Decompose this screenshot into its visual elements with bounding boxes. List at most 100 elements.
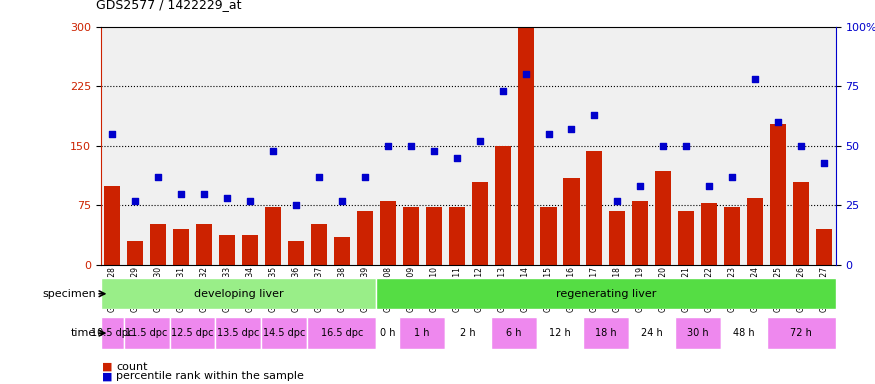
Bar [747,197,763,265]
Point [656,143,670,149]
Point [611,198,625,204]
Bar [583,317,629,349]
Text: count: count [116,362,148,372]
Bar [380,202,396,265]
Point [151,174,165,180]
Text: 14.5 dpc: 14.5 dpc [263,328,305,338]
Point [703,183,717,189]
Bar [609,211,626,265]
Point [174,190,188,197]
Bar [793,182,809,265]
Bar [307,317,376,349]
Bar [101,317,123,349]
Bar [701,203,717,265]
Bar [265,207,281,265]
Bar [449,207,465,265]
Point [381,143,395,149]
Text: developing liver: developing liver [193,289,284,299]
Bar [678,211,695,265]
Bar [517,28,534,265]
Bar [675,317,721,349]
Bar [123,317,170,349]
Bar [770,124,787,265]
Bar [491,317,537,349]
Point [312,174,326,180]
Point [450,155,464,161]
Text: 30 h: 30 h [687,328,709,338]
Text: 2 h: 2 h [460,328,476,338]
Point [564,126,578,132]
Text: 72 h: 72 h [790,328,812,338]
Point [427,147,441,154]
Text: 12 h: 12 h [550,328,570,338]
Bar [376,278,836,309]
Bar [101,278,376,309]
Point [587,112,601,118]
Text: 24 h: 24 h [641,328,662,338]
Bar [357,211,373,265]
Bar [564,178,579,265]
Text: specimen: specimen [43,289,96,299]
Bar [288,241,304,265]
Text: percentile rank within the sample: percentile rank within the sample [116,371,304,381]
Text: regenerating liver: regenerating liver [556,289,656,299]
Point [243,198,257,204]
Text: 6 h: 6 h [507,328,522,338]
Bar [399,317,445,349]
Bar [402,207,419,265]
Text: ■: ■ [102,362,113,372]
Text: time: time [71,328,96,338]
Point [358,174,372,180]
Point [519,71,533,78]
Bar [262,317,307,349]
Bar [127,241,144,265]
Point [105,131,119,137]
Point [542,131,556,137]
Bar [494,146,511,265]
Point [817,159,831,166]
Text: 13.5 dpc: 13.5 dpc [217,328,260,338]
Bar [655,171,671,265]
Point [679,143,693,149]
Point [748,76,762,82]
Bar [721,317,766,349]
Bar [472,182,487,265]
Bar [541,207,556,265]
Point [634,183,648,189]
Bar [219,235,235,265]
Point [128,198,142,204]
Bar [311,224,327,265]
Text: 0 h: 0 h [380,328,396,338]
Bar [170,317,215,349]
Bar [816,229,832,265]
Bar [242,235,258,265]
Bar [629,317,675,349]
Bar [196,224,212,265]
Point [289,202,303,209]
Point [197,190,211,197]
Bar [150,224,166,265]
Bar [333,237,350,265]
Bar [766,317,836,349]
Text: 18 h: 18 h [595,328,617,338]
Bar [376,317,399,349]
Bar [586,151,603,265]
Bar [445,317,491,349]
Point [725,174,739,180]
Text: 1 h: 1 h [415,328,430,338]
Point [266,147,280,154]
Point [335,198,349,204]
Point [220,195,234,201]
Bar [215,317,262,349]
Point [495,88,509,94]
Text: 16.5 dpc: 16.5 dpc [320,328,363,338]
Text: 12.5 dpc: 12.5 dpc [172,328,214,338]
Bar [425,207,442,265]
Bar [633,202,648,265]
Point [473,138,487,144]
Point [403,143,417,149]
Text: 10.5 dpc: 10.5 dpc [91,328,133,338]
Bar [173,229,189,265]
Text: 11.5 dpc: 11.5 dpc [125,328,168,338]
Point [771,119,785,125]
